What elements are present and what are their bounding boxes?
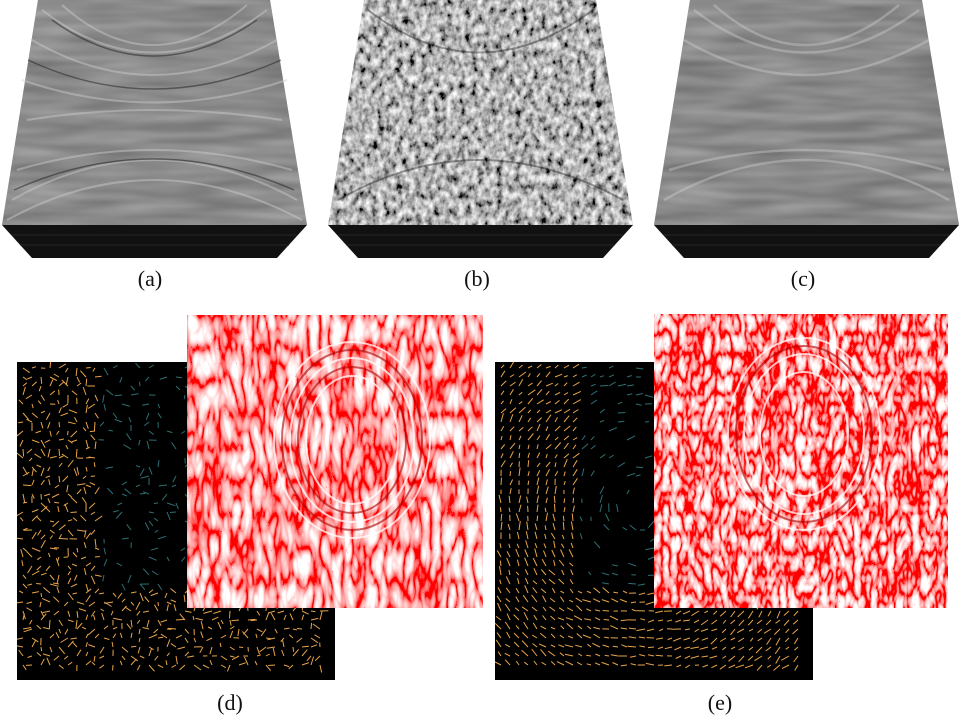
panel-e-red-lic-overlay (654, 314, 948, 608)
vector-glyph (555, 504, 556, 512)
vector-glyph (41, 593, 42, 597)
caption-c: (c) (773, 266, 833, 292)
panel-c-lic-cube (654, 0, 959, 260)
vector-glyph (628, 583, 636, 584)
vector-glyph (94, 422, 95, 431)
vector-glyph (86, 368, 91, 369)
panel-d-red-lic-overlay (187, 315, 483, 608)
caption-e: (e) (690, 690, 750, 716)
vector-glyph (600, 386, 608, 387)
vector-glyph (510, 471, 511, 476)
vector-glyph (605, 655, 609, 656)
vector-glyph (622, 638, 627, 639)
vector-glyph (586, 655, 591, 656)
vector-glyph (131, 646, 136, 647)
vector-glyph (631, 602, 636, 603)
vector-glyph (176, 377, 182, 378)
vector-glyph (59, 476, 60, 482)
vector-glyph (268, 665, 275, 666)
vector-glyph (554, 496, 555, 503)
vector-glyph (54, 502, 59, 503)
vector-glyph (59, 422, 60, 427)
vector-glyph (60, 539, 68, 540)
vector-glyph (573, 498, 574, 503)
vector-glyph (140, 493, 145, 494)
vector-glyph (621, 620, 627, 621)
vector-glyph (41, 647, 42, 651)
vector-glyph (23, 502, 27, 503)
vector-glyph (501, 478, 502, 485)
vector-glyph (230, 611, 231, 618)
vector-glyph (311, 623, 312, 629)
vector-glyph (500, 561, 501, 567)
vector-glyph (500, 507, 501, 512)
vector-glyph (76, 449, 77, 458)
panel-a-lic-cube (2, 0, 307, 260)
caption-d: (d) (200, 690, 260, 716)
panel-b-noisy-lic-cube (328, 0, 633, 260)
vector-glyph (139, 382, 140, 386)
vector-glyph (36, 584, 41, 585)
vector-glyph (176, 619, 184, 620)
vector-glyph (71, 512, 78, 513)
vector-glyph (154, 503, 158, 504)
caption-a: (a) (120, 266, 180, 292)
vector-glyph (528, 481, 529, 485)
vector-glyph (563, 516, 564, 521)
vector-glyph (239, 647, 243, 648)
vector-glyph (170, 512, 176, 513)
vector-glyph (41, 377, 42, 384)
vector-glyph (528, 460, 529, 467)
vector-glyph (537, 516, 538, 521)
vector-glyph (293, 647, 294, 652)
vector-glyph (582, 367, 587, 368)
vector-glyph (90, 431, 95, 432)
vector-glyph (23, 449, 24, 456)
vector-glyph (311, 611, 315, 612)
vector-glyph (604, 620, 609, 621)
vector-glyph (618, 421, 624, 422)
vector-glyph (59, 449, 60, 456)
vector-glyph (18, 422, 23, 423)
vector-glyph (618, 413, 625, 414)
vector-glyph (685, 629, 690, 630)
vector-glyph (23, 485, 32, 486)
vector-glyph (627, 646, 636, 647)
vector-glyph (302, 646, 309, 647)
vector-glyph (168, 628, 176, 629)
vector-glyph (564, 499, 565, 504)
vector-glyph (519, 453, 520, 458)
vector-glyph (95, 557, 100, 558)
caption-b: (b) (447, 266, 507, 292)
vector-glyph (648, 647, 654, 648)
vector-glyph (86, 379, 87, 386)
vector-glyph (251, 620, 257, 621)
vector-glyph (563, 522, 564, 530)
vector-glyph (297, 629, 302, 630)
vector-glyph (49, 620, 50, 628)
vector-glyph (603, 611, 609, 612)
vector-glyph (636, 467, 643, 468)
